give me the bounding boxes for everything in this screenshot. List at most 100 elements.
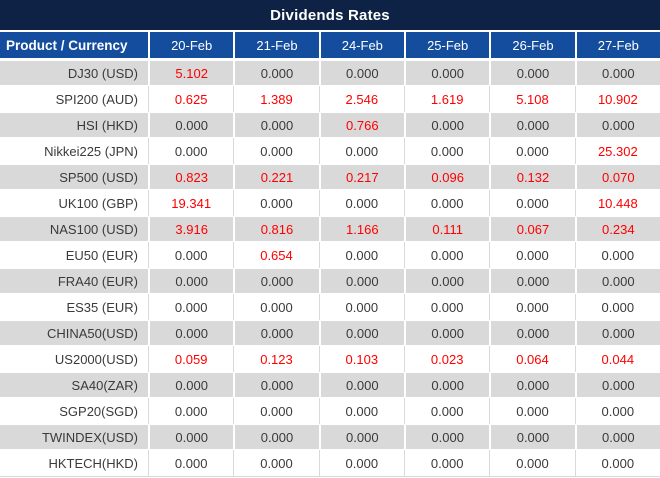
dividend-value: 0.000 bbox=[489, 138, 574, 164]
dividend-value: 10.448 bbox=[574, 190, 660, 216]
dividend-value: 0.000 bbox=[318, 373, 404, 397]
dividend-value: 0.000 bbox=[404, 190, 489, 216]
dividend-value: 0.000 bbox=[233, 190, 318, 216]
dividend-value: 0.000 bbox=[233, 425, 318, 449]
column-header: 27-Feb bbox=[574, 32, 660, 58]
dividend-value: 0.000 bbox=[574, 242, 660, 268]
dividend-value: 0.000 bbox=[489, 269, 574, 293]
dividend-value: 0.000 bbox=[574, 321, 660, 345]
dividend-value: 1.619 bbox=[404, 86, 489, 112]
table-row: HSI (HKD) 0.000 0.000 0.766 0.000 0.000 0.000 bbox=[0, 112, 660, 138]
dividend-value: 19.341 bbox=[148, 190, 233, 216]
dividend-value: 0.000 bbox=[574, 269, 660, 293]
dividend-value: 0.000 bbox=[318, 321, 404, 345]
dividend-value: 0.000 bbox=[233, 450, 318, 476]
dividend-value: 25.302 bbox=[574, 138, 660, 164]
dividend-value: 0.000 bbox=[404, 138, 489, 164]
dividend-value: 0.000 bbox=[318, 190, 404, 216]
dividend-value: 0.000 bbox=[574, 398, 660, 424]
dividend-value: 0.000 bbox=[148, 113, 233, 137]
table-body: DJ30 (USD) 5.102 0.000 0.000 0.000 0.000 0.000… bbox=[0, 60, 660, 477]
table-row: CHINA50(USD) 0.000 0.000 0.000 0.000 0.000 0.0… bbox=[0, 320, 660, 346]
product-label: HSI (HKD) bbox=[76, 117, 138, 133]
dividend-value: 0.000 bbox=[489, 373, 574, 397]
dividend-value: 0.000 bbox=[148, 450, 233, 476]
corner-header: Product / Currency bbox=[6, 37, 128, 53]
product-label: FRA40 (EUR) bbox=[57, 273, 138, 289]
dividend-value: 0.000 bbox=[318, 398, 404, 424]
dividend-value: 0.000 bbox=[148, 373, 233, 397]
dividend-value: 1.166 bbox=[318, 217, 404, 241]
table-row: UK100 (GBP) 19.341 0.000 0.000 0.000 0.000 10.… bbox=[0, 190, 660, 216]
dividend-value: 0.823 bbox=[148, 165, 233, 189]
dividend-value: 0.234 bbox=[574, 217, 660, 241]
dividend-value: 0.000 bbox=[489, 242, 574, 268]
dividend-value: 0.000 bbox=[404, 242, 489, 268]
dividend-value: 1.389 bbox=[233, 86, 318, 112]
table-row: Nikkei225 (JPN) 0.000 0.000 0.000 0.000 0.000… bbox=[0, 138, 660, 164]
dividend-value: 0.044 bbox=[574, 346, 660, 372]
dividend-value: 0.067 bbox=[489, 217, 574, 241]
dividend-value: 0.000 bbox=[148, 138, 233, 164]
table-row: HKTECH(HKD) 0.000 0.000 0.000 0.000 0.000 0.00… bbox=[0, 450, 660, 476]
dividend-value: 0.000 bbox=[233, 61, 318, 85]
dividend-value: 0.000 bbox=[318, 294, 404, 320]
column-header: 21-Feb bbox=[233, 32, 318, 58]
product-label: UK100 (GBP) bbox=[58, 195, 138, 211]
dividend-value: 0.000 bbox=[233, 294, 318, 320]
table-row: EU50 (EUR) 0.000 0.654 0.000 0.000 0.000 0.000 bbox=[0, 242, 660, 268]
product-label: HKTECH(HKD) bbox=[48, 455, 138, 471]
dividend-value: 5.108 bbox=[489, 86, 574, 112]
dividend-value: 5.102 bbox=[148, 61, 233, 85]
dividend-value: 0.000 bbox=[404, 113, 489, 137]
table-title: Dividends Rates bbox=[0, 0, 660, 32]
dividend-value: 0.064 bbox=[489, 346, 574, 372]
product-label: TWINDEX(USD) bbox=[41, 429, 138, 445]
product-label: ES35 (EUR) bbox=[66, 299, 138, 315]
dividend-value: 2.546 bbox=[318, 86, 404, 112]
dividend-value: 0.221 bbox=[233, 165, 318, 189]
dividend-value: 0.000 bbox=[318, 269, 404, 293]
product-label: US2000(USD) bbox=[54, 351, 138, 367]
column-header: 26-Feb bbox=[489, 32, 574, 58]
product-label: SA40(ZAR) bbox=[71, 377, 138, 393]
product-label: NAS100 (USD) bbox=[49, 221, 138, 237]
dividend-value: 0.766 bbox=[318, 113, 404, 137]
dividend-value: 0.000 bbox=[233, 113, 318, 137]
dividend-value: 0.000 bbox=[574, 450, 660, 476]
dividend-value: 0.000 bbox=[148, 425, 233, 449]
product-label: SP500 (USD) bbox=[59, 169, 138, 185]
dividend-value: 0.654 bbox=[233, 242, 318, 268]
product-label: EU50 (EUR) bbox=[65, 247, 138, 263]
dividend-value: 10.902 bbox=[574, 86, 660, 112]
product-label: SPI200 (AUD) bbox=[55, 91, 138, 107]
dividend-value: 0.000 bbox=[404, 450, 489, 476]
dividend-value: 3.916 bbox=[148, 217, 233, 241]
table-row: NAS100 (USD) 3.916 0.816 1.166 0.111 0.067 0.2… bbox=[0, 216, 660, 242]
dividend-value: 0.000 bbox=[489, 61, 574, 85]
dividend-value: 0.000 bbox=[318, 425, 404, 449]
table-row: FRA40 (EUR) 0.000 0.000 0.000 0.000 0.000 0.00… bbox=[0, 268, 660, 294]
table-row: DJ30 (USD) 5.102 0.000 0.000 0.000 0.000 0.000 bbox=[0, 60, 660, 86]
dividend-value: 0.111 bbox=[404, 217, 489, 241]
product-label: Nikkei225 (JPN) bbox=[44, 143, 138, 159]
dividend-value: 0.000 bbox=[148, 398, 233, 424]
product-label: CHINA50(USD) bbox=[46, 325, 138, 341]
dividend-value: 0.000 bbox=[489, 190, 574, 216]
table-row: SA40(ZAR) 0.000 0.000 0.000 0.000 0.000 0.000 bbox=[0, 372, 660, 398]
dividend-value: 0.000 bbox=[148, 321, 233, 345]
dividend-value: 0.000 bbox=[489, 398, 574, 424]
dividend-value: 0.000 bbox=[574, 294, 660, 320]
dividend-value: 0.000 bbox=[404, 61, 489, 85]
dividend-value: 0.000 bbox=[574, 373, 660, 397]
dividend-value: 0.000 bbox=[233, 321, 318, 345]
dividend-value: 0.000 bbox=[233, 398, 318, 424]
dividend-value: 0.070 bbox=[574, 165, 660, 189]
dividend-value: 0.000 bbox=[318, 450, 404, 476]
dividend-value: 0.000 bbox=[233, 373, 318, 397]
table-header-row: Product / Currency 20-Feb 21-Feb 24-Feb 25-F… bbox=[0, 32, 660, 60]
dividend-value: 0.000 bbox=[148, 269, 233, 293]
table-row: SPI200 (AUD) 0.625 1.389 2.546 1.619 5.108 10.… bbox=[0, 86, 660, 112]
dividend-value: 0.123 bbox=[233, 346, 318, 372]
